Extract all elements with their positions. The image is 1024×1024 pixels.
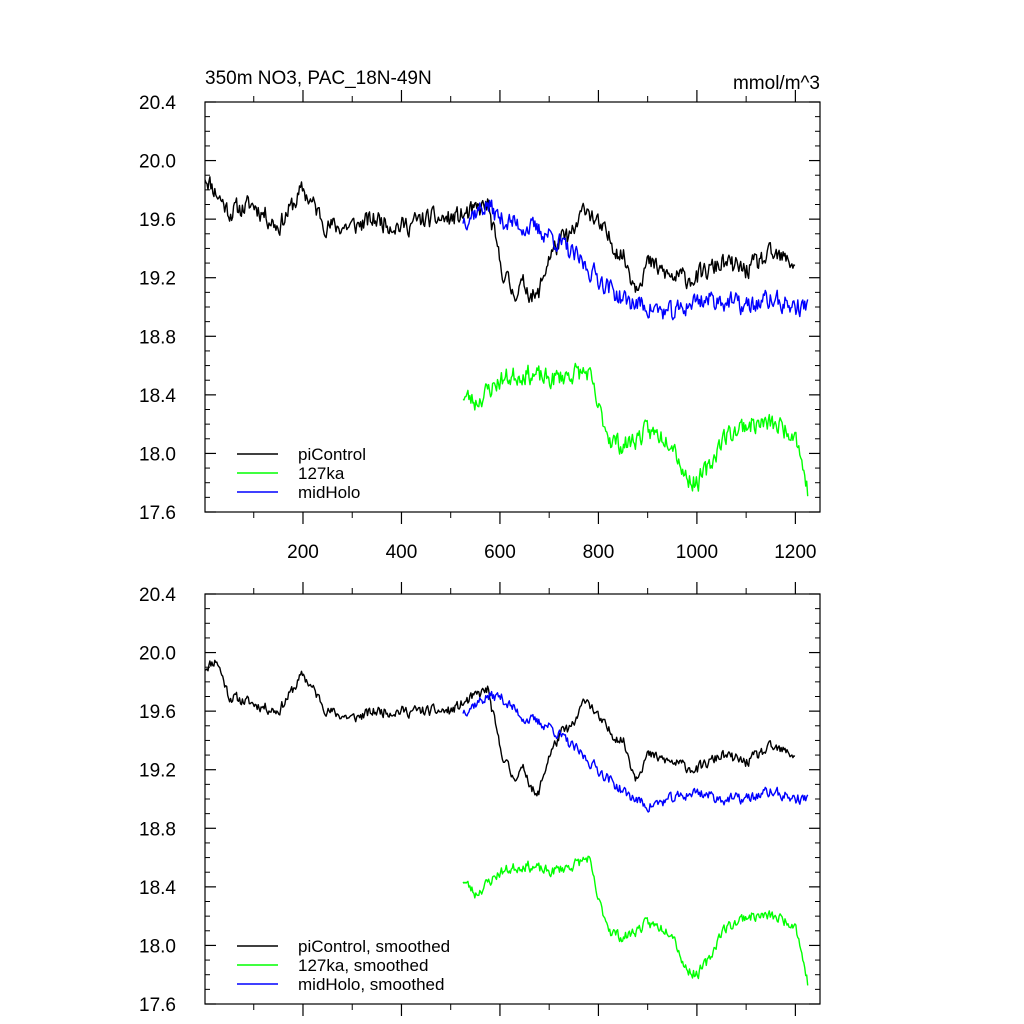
chart-title: 350m NO3, PAC_18N-49N <box>205 68 432 89</box>
x-tick-label: 1200 <box>774 542 816 563</box>
legend-label: midHolo, smoothed <box>298 975 444 994</box>
y-tick-label: 17.6 <box>139 503 176 524</box>
y-tick-label: 18.4 <box>139 878 176 899</box>
y-tick-label: 17.6 <box>139 995 176 1016</box>
series-line-127ka-smoothed <box>462 855 809 986</box>
y-tick-label: 20.4 <box>139 585 176 606</box>
y-tick-label: 18.8 <box>139 327 176 348</box>
x-tick-label: 400 <box>386 542 418 563</box>
legend-label: 127ka, smoothed <box>298 956 428 975</box>
y-tick-label: 20.0 <box>139 152 176 173</box>
legend-label: piControl <box>298 445 366 464</box>
y-tick-label: 18.8 <box>139 819 176 840</box>
y-tick-label: 20.0 <box>139 644 176 665</box>
series-group <box>205 659 809 986</box>
series-line-midholo <box>462 199 809 321</box>
x-tick-label: 200 <box>287 542 319 563</box>
y-tick-label: 19.2 <box>139 761 176 782</box>
y-tick-label: 19.6 <box>139 210 176 231</box>
y-tick-label: 18.0 <box>139 936 176 957</box>
y-tick-label: 18.4 <box>139 386 176 407</box>
series-line-midholo-smoothed <box>462 690 809 813</box>
legend-label: midHolo <box>298 483 360 502</box>
y-tick-label: 20.4 <box>139 93 176 114</box>
series-line-picontrol <box>205 176 796 303</box>
legend-label: 127ka <box>298 464 345 483</box>
y-tick-label: 19.6 <box>139 702 176 723</box>
x-tick-label: 800 <box>583 542 615 563</box>
y-tick-label: 19.2 <box>139 269 176 290</box>
units-label: mmol/m^3 <box>733 73 820 94</box>
legend-label: piControl, smoothed <box>298 937 450 956</box>
y-tick-label: 18.0 <box>139 444 176 465</box>
panel-bottom: 17.6 18.0 18.4 18.8 19.2 19.6 20.0 20.4 piContro… <box>139 582 821 1016</box>
panel-top: 17.6 18.0 18.4 18.8 19.2 19.6 20.0 20.4 200 400 60… <box>139 68 821 563</box>
series-group <box>205 176 809 497</box>
x-tick-label: 600 <box>484 542 516 563</box>
series-line-127ka <box>462 362 809 497</box>
series-line-picontrol-smoothed <box>205 659 796 797</box>
x-tick-label: 1000 <box>676 542 718 563</box>
